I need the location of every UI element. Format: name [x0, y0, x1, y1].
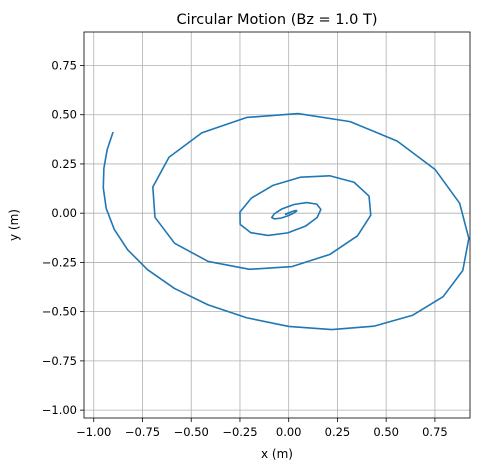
x-tick-label: −1.00: [76, 425, 111, 439]
axes-frame: [83, 31, 471, 419]
x-tick-label: −0.75: [125, 425, 160, 439]
y-tick-label: 0.50: [51, 108, 77, 122]
x-tick-label: −0.50: [174, 425, 209, 439]
y-axis: −1.00 −0.75 −0.50 −0.25 0.00 0.25 0.50 0.75: [42, 58, 84, 417]
y-tick-label: 0.00: [51, 206, 77, 220]
x-tick-label: 0.75: [422, 425, 448, 439]
grid: [84, 32, 470, 418]
y-axis-label: y (m): [7, 209, 21, 241]
y-tick-label: −1.00: [42, 403, 77, 417]
y-tick-label: −0.25: [42, 255, 77, 269]
x-tick-label: −0.25: [222, 425, 257, 439]
plot-area: [102, 112, 470, 331]
x-tick-label: 0.50: [373, 425, 399, 439]
y-tick-label: 0.75: [51, 58, 77, 72]
x-tick-label: 0.25: [325, 425, 351, 439]
x-axis: −1.00 −0.75 −0.50 −0.25 0.00 0.25 0.50 0.75: [76, 418, 448, 439]
y-tick-label: −0.50: [42, 305, 77, 319]
y-tick-label: 0.25: [51, 157, 77, 171]
x-tick-label: 0.00: [276, 425, 302, 439]
series-line: [102, 112, 470, 331]
chart-title: Circular Motion (Bz = 1.0 T): [177, 12, 378, 28]
y-tick-label: −0.75: [42, 354, 77, 368]
x-axis-label: x (m): [261, 447, 293, 461]
